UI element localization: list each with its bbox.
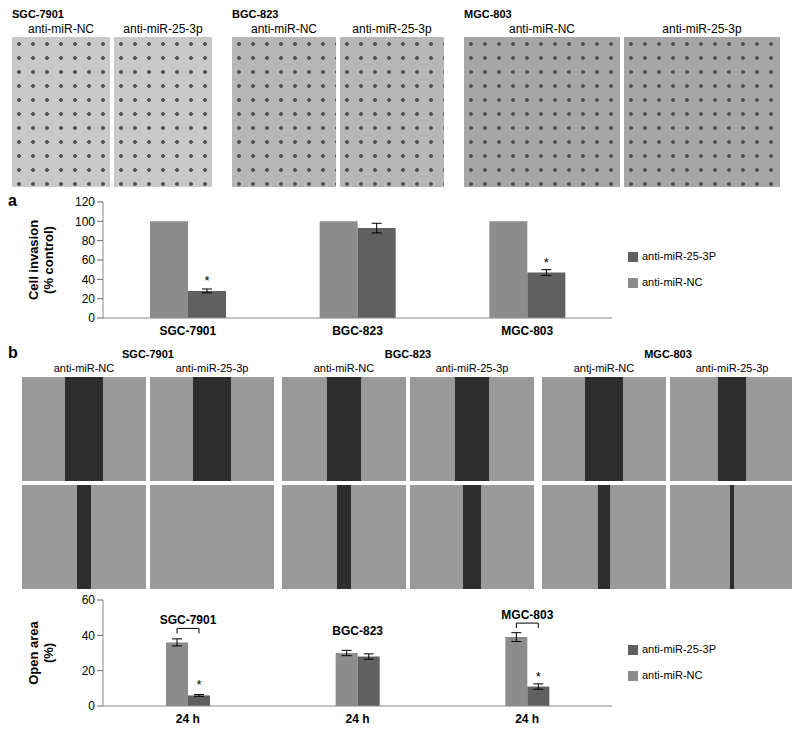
html-text:b: b — [8, 344, 18, 361]
html-text:anti-miR-NC: anti-miR-NC — [642, 669, 703, 681]
svg-text:SGC-7901: SGC-7901 — [160, 613, 217, 627]
svg-text:Cell invasion(% control): Cell invasion(% control) — [26, 220, 56, 300]
svg-text:20: 20 — [82, 292, 96, 306]
svg-text:120: 120 — [75, 195, 95, 209]
html-text:antj-miR-NC: antj-miR-NC — [573, 362, 635, 374]
html-text:BGC-823: BGC-823 — [384, 348, 432, 360]
svg-text:BGC-823: BGC-823 — [332, 324, 383, 338]
svg-text:*: * — [204, 273, 209, 288]
svg-text:80: 80 — [82, 234, 96, 248]
svg-text:SGC-7901: SGC-7901 — [159, 324, 216, 338]
svg-text:60: 60 — [82, 593, 96, 607]
svg-text:MGC-803: MGC-803 — [501, 608, 553, 622]
svg-text:24 h: 24 h — [515, 712, 539, 726]
html-text:anti-miR-NC: anti-miR-NC — [642, 276, 703, 288]
svg-text:*: * — [536, 669, 541, 684]
svg-text:Open area(%): Open area(%) — [26, 620, 56, 684]
html-text:anti-miR-NC: anti-miR-NC — [313, 362, 375, 374]
svg-text:40: 40 — [82, 273, 96, 287]
html-text:anti-miR-25-3p: anti-miR-25-3p — [123, 22, 203, 36]
html-text:SGC-7901: SGC-7901 — [12, 8, 64, 20]
html-text:anti-miR-25-3P: anti-miR-25-3P — [642, 643, 716, 655]
svg-text:40: 40 — [82, 629, 96, 643]
svg-text:20: 20 — [82, 664, 96, 678]
svg-text:24 h: 24 h — [345, 712, 369, 726]
svg-text:24 h: 24 h — [176, 712, 200, 726]
svg-text:0: 0 — [88, 311, 95, 325]
svg-text:*: * — [196, 677, 201, 692]
svg-text:BGC-823: BGC-823 — [332, 624, 383, 638]
html-text:anti-miR-NC: anti-miR-NC — [28, 22, 94, 36]
html-text:MGC-803: MGC-803 — [644, 348, 692, 360]
html-text:anti-miR-25-3p: anti-miR-25-3p — [695, 362, 769, 374]
html-text:anti-miR-25-3p: anti-miR-25-3p — [435, 362, 509, 374]
html-text:anti-miR-NC: anti-miR-NC — [53, 362, 115, 374]
html-text:anti-miR-25-3p: anti-miR-25-3p — [352, 22, 432, 36]
html-text:a: a — [8, 192, 17, 209]
svg-text:100: 100 — [75, 215, 95, 229]
svg-text:0: 0 — [88, 699, 95, 713]
html-text:BGC-823: BGC-823 — [232, 8, 279, 20]
html-text:anti-miR-25-3p: anti-miR-25-3p — [662, 22, 742, 36]
svg-text:60: 60 — [82, 253, 96, 267]
html-text:anti-miR-25-3p: anti-miR-25-3p — [175, 362, 249, 374]
svg-text:*: * — [544, 255, 549, 270]
html-text:SGC-7901: SGC-7901 — [122, 348, 174, 360]
html-text:anti-miR-NC: anti-miR-NC — [509, 22, 575, 36]
svg-text:MGC-803: MGC-803 — [501, 324, 553, 338]
html-text:MGC-803: MGC-803 — [464, 8, 512, 20]
html-text:anti-miR-NC: anti-miR-NC — [251, 22, 317, 36]
html-text:anti-miR-25-3P: anti-miR-25-3P — [642, 250, 716, 262]
